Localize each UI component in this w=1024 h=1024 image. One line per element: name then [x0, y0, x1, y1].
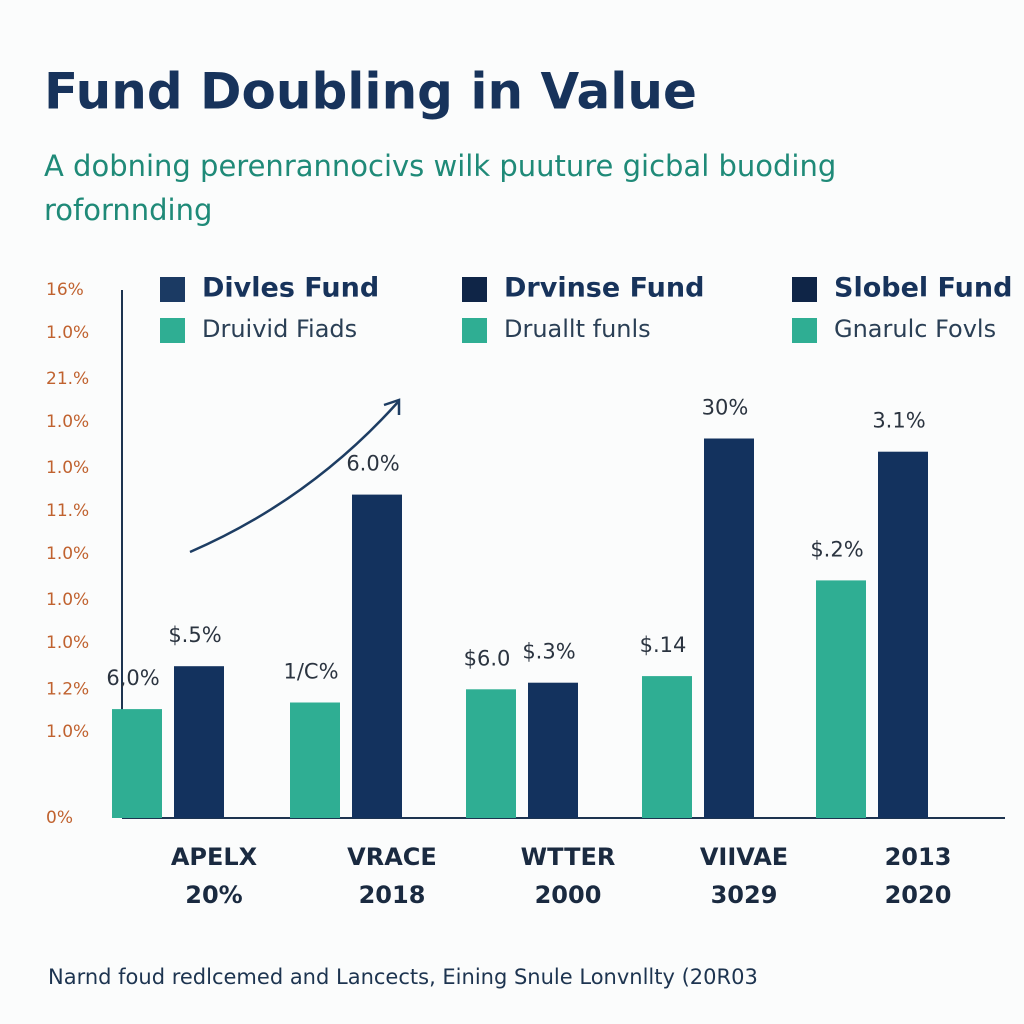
legend-swatch — [462, 277, 487, 302]
y-tick-label: 0% — [46, 808, 73, 828]
legend-swatch — [792, 277, 817, 302]
footnote: Narnd foud redlcemed and Lancects, Einin… — [48, 965, 758, 989]
y-tick-label: 1.2% — [46, 679, 89, 699]
bar — [816, 580, 866, 818]
x-tick-label: 20% — [185, 881, 242, 909]
value-label: $.14 — [640, 633, 687, 657]
legend-label: Druivid Fiads — [202, 315, 357, 343]
value-label: $.3% — [522, 640, 575, 664]
chart-subtitle: A dobning perenrannocivs wilk puuture gi… — [44, 149, 836, 183]
value-label: $6.0 — [464, 646, 511, 670]
y-tick-label: 11.% — [46, 501, 89, 521]
bar — [112, 709, 162, 818]
value-label: $.2% — [810, 537, 863, 561]
x-tick-label: 3029 — [711, 881, 778, 909]
y-tick-label: 1.0% — [46, 323, 89, 343]
x-tick-label: 2020 — [885, 881, 952, 909]
bar — [704, 438, 754, 818]
legend-label: Slobel Fund — [834, 273, 1012, 304]
y-tick-label: 21.% — [46, 369, 89, 389]
x-tick-label: VIIVAE — [700, 843, 788, 871]
bar — [528, 682, 578, 818]
legend-label: Drvinse Fund — [504, 273, 704, 304]
y-tick-label: 1.0% — [46, 590, 89, 610]
bar — [642, 676, 692, 818]
bar — [174, 666, 224, 818]
y-tick-label: 1.0% — [46, 458, 89, 478]
bar — [290, 702, 340, 818]
y-tick-label: 1.0% — [46, 412, 89, 432]
value-label: 6.0% — [346, 452, 399, 476]
x-tick-label: 2013 — [885, 843, 952, 871]
legend-swatch — [792, 318, 817, 343]
y-tick-label: 1.0% — [46, 544, 89, 564]
legend-swatch — [160, 318, 185, 343]
y-tick-label: 1.0% — [46, 633, 89, 653]
chart-subtitle: rofornnding — [44, 193, 212, 227]
trend-arrow — [189, 401, 399, 554]
bar — [352, 494, 402, 818]
x-tick-label: 2018 — [359, 881, 426, 909]
legend-swatch — [462, 318, 487, 343]
value-label: 3.1% — [872, 409, 925, 433]
chart-title: Fund Doubling in Value — [44, 63, 697, 121]
y-tick-label: 16% — [46, 280, 84, 300]
value-label: 30% — [702, 396, 749, 420]
bar — [878, 451, 928, 818]
bar — [466, 689, 516, 818]
x-tick-label: 2000 — [535, 881, 602, 909]
x-tick-label: VRACE — [347, 843, 437, 871]
y-tick-label: 1.0% — [46, 722, 89, 742]
value-label: 6,0% — [106, 666, 159, 690]
legend-label: Druallt funls — [504, 315, 651, 343]
trend-arrow-head — [383, 398, 401, 415]
value-label: $.5% — [168, 623, 221, 647]
value-label: 1/C% — [283, 660, 338, 684]
x-tick-label: APELX — [171, 843, 258, 871]
legend-swatch — [160, 277, 185, 302]
x-tick-label: WTTER — [521, 843, 616, 871]
legend-label: Divles Fund — [202, 273, 379, 304]
legend-label: Gnarulc Fovls — [834, 315, 996, 343]
